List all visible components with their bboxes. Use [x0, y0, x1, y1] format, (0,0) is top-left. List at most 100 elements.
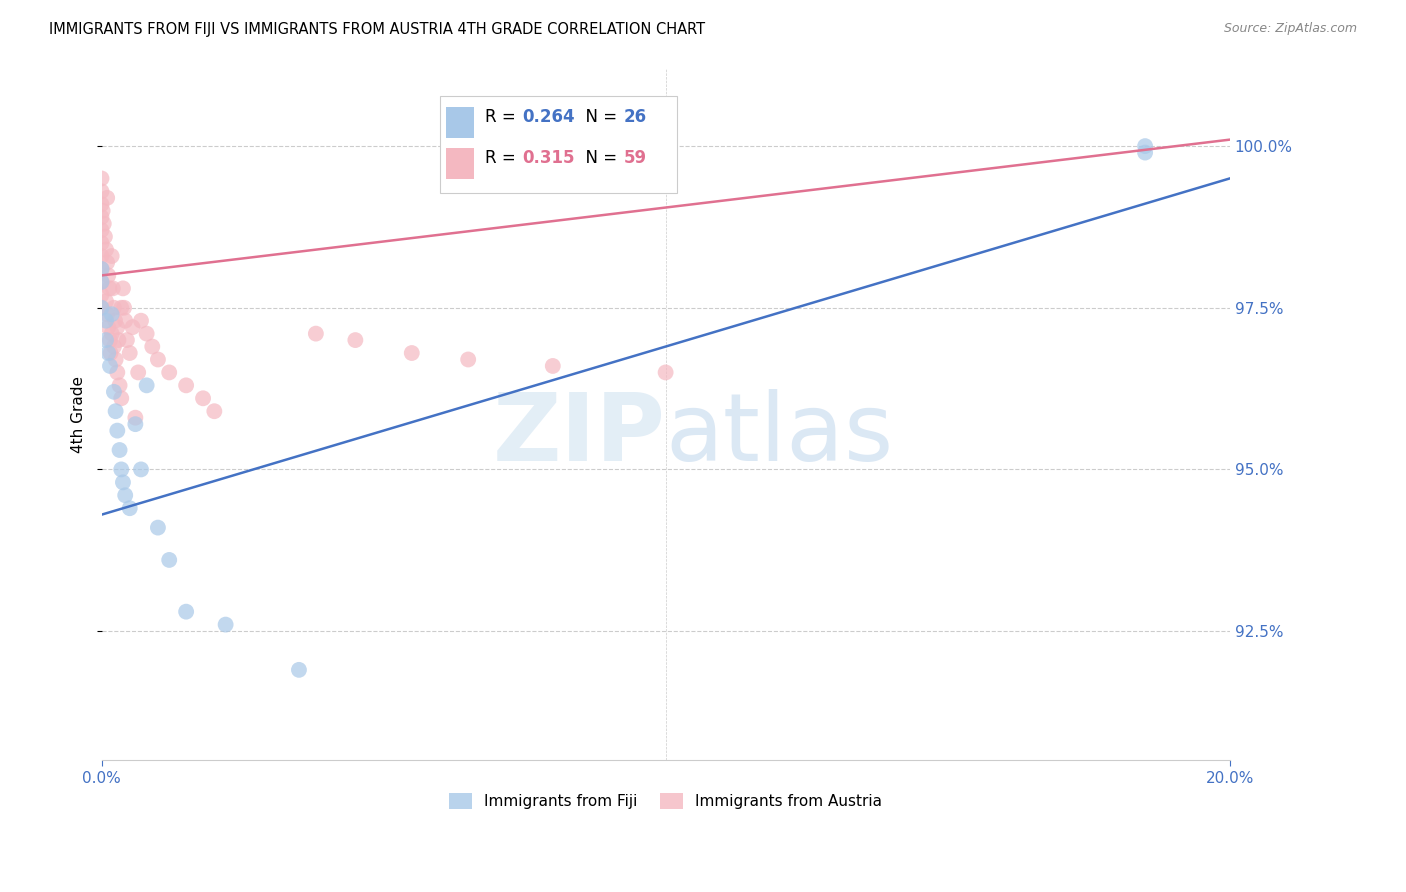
Point [104, 352, 127, 367]
Point [157, 553, 180, 567]
Point [105, 366, 128, 380]
Point [104, 404, 127, 418]
Text: atlas: atlas [665, 389, 894, 481]
Point [100, 249, 122, 263]
Point [146, 352, 169, 367]
Point [174, 605, 197, 619]
Point [110, 301, 132, 315]
Point [103, 301, 125, 315]
Text: N =: N = [575, 108, 623, 126]
Point [94, 314, 117, 328]
Point [141, 340, 163, 354]
Point [344, 333, 367, 347]
Point [97, 268, 120, 283]
Point [118, 501, 141, 516]
Point [129, 462, 152, 476]
Point [96, 307, 118, 321]
Point [108, 378, 131, 392]
Point [94, 243, 117, 257]
Point [401, 346, 423, 360]
Point [90, 275, 112, 289]
Point [90, 185, 112, 199]
Point [107, 333, 129, 347]
Point [105, 320, 128, 334]
Point [202, 404, 225, 418]
Point [135, 378, 157, 392]
Point [96, 191, 118, 205]
Point [146, 520, 169, 534]
Point [103, 384, 125, 399]
Point [124, 417, 146, 432]
Point [111, 475, 134, 490]
Point [115, 333, 138, 347]
Text: ZIP: ZIP [492, 389, 665, 481]
Point [541, 359, 564, 373]
Bar [446, 148, 474, 179]
Point [97, 346, 120, 360]
Point [288, 663, 311, 677]
Point [90, 301, 112, 315]
Text: 0.264: 0.264 [523, 108, 575, 126]
Point [111, 281, 134, 295]
Point [1133, 145, 1156, 160]
Point [100, 326, 122, 341]
Point [1133, 139, 1156, 153]
Point [129, 314, 152, 328]
Point [105, 424, 128, 438]
Point [127, 366, 149, 380]
Point [114, 488, 136, 502]
Point [118, 346, 141, 360]
Point [98, 281, 121, 295]
Point [114, 314, 136, 328]
Point [98, 333, 121, 347]
Point [93, 217, 115, 231]
Point [90, 262, 112, 277]
Point [191, 392, 214, 406]
Text: R =: R = [485, 108, 522, 126]
Point [174, 378, 197, 392]
Point [90, 171, 112, 186]
Point [135, 326, 157, 341]
Point [108, 443, 131, 458]
Point [90, 197, 112, 211]
Legend: Immigrants from Fiji, Immigrants from Austria: Immigrants from Fiji, Immigrants from Au… [443, 787, 889, 815]
Point [96, 255, 118, 269]
Point [91, 203, 114, 218]
Point [104, 314, 127, 328]
Point [90, 249, 112, 263]
Point [110, 392, 132, 406]
Text: N =: N = [575, 150, 623, 168]
Point [90, 262, 112, 277]
Point [654, 366, 676, 380]
Point [157, 366, 180, 380]
Point [101, 281, 124, 295]
Text: R =: R = [485, 150, 522, 168]
Point [100, 346, 122, 360]
Text: 26: 26 [624, 108, 647, 126]
Point [94, 333, 117, 347]
Point [112, 301, 135, 315]
Text: 0.315: 0.315 [523, 150, 575, 168]
Point [90, 288, 112, 302]
Point [110, 462, 132, 476]
Bar [446, 106, 474, 137]
Point [457, 352, 479, 367]
FancyBboxPatch shape [440, 96, 676, 193]
Point [305, 326, 328, 341]
Text: Source: ZipAtlas.com: Source: ZipAtlas.com [1223, 22, 1357, 36]
Point [100, 307, 122, 321]
Point [121, 320, 143, 334]
Point [90, 236, 112, 251]
Y-axis label: 4th Grade: 4th Grade [72, 376, 86, 453]
Point [97, 320, 120, 334]
Text: 59: 59 [624, 150, 647, 168]
Point [90, 211, 112, 225]
Text: IMMIGRANTS FROM FIJI VS IMMIGRANTS FROM AUSTRIA 4TH GRADE CORRELATION CHART: IMMIGRANTS FROM FIJI VS IMMIGRANTS FROM … [49, 22, 706, 37]
Point [90, 301, 112, 315]
Point [90, 223, 112, 237]
Point [98, 359, 121, 373]
Point [124, 410, 146, 425]
Point [90, 275, 112, 289]
Point [103, 340, 125, 354]
Point [94, 229, 117, 244]
